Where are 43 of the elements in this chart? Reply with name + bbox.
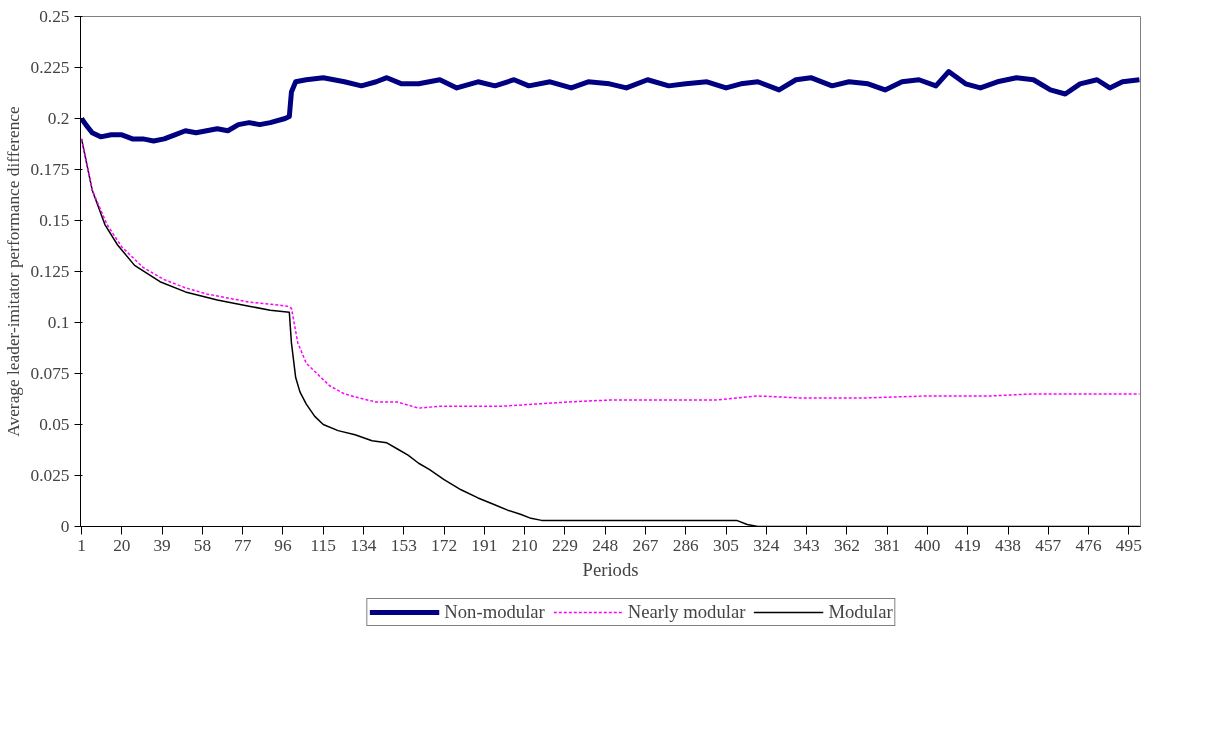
y-tick-label: 0.15 <box>39 211 70 230</box>
x-tick-label: 457 <box>1035 535 1062 555</box>
x-tick-label: 305 <box>713 535 740 555</box>
x-tick-label: 39 <box>153 535 171 555</box>
x-axis-title: Periods <box>582 558 639 580</box>
legend-label: Non-modular <box>444 601 545 623</box>
x-tick-label: 58 <box>193 535 212 555</box>
x-tick-label: 362 <box>833 535 860 555</box>
x-tick-label: 172 <box>431 535 458 555</box>
y-tick-label: 0 <box>60 517 70 536</box>
y-tick-label: 0.025 <box>30 466 70 485</box>
x-tick-label: 476 <box>1075 535 1102 555</box>
x-tick-label: 191 <box>471 535 498 555</box>
x-tick-label: 134 <box>350 535 377 555</box>
y-tick-label: 0.25 <box>39 7 70 26</box>
x-tick-label: 267 <box>632 535 659 555</box>
x-tick-label: 286 <box>672 535 700 555</box>
x-tick-label: 324 <box>753 535 780 555</box>
x-tick-label: 210 <box>511 535 538 555</box>
x-tick-label: 115 <box>310 535 336 555</box>
x-tick-label: 153 <box>390 535 417 555</box>
x-tick-label: 248 <box>592 535 619 555</box>
y-tick-label: 0.2 <box>47 109 70 128</box>
y-tick-label: 0.225 <box>30 58 70 77</box>
x-tick-label: 438 <box>995 535 1021 555</box>
legend-label: Nearly modular <box>627 601 746 623</box>
x-tick-label: 381 <box>874 535 901 555</box>
y-tick-label: 0.175 <box>30 160 70 179</box>
x-tick-label: 1 <box>77 535 86 555</box>
x-tick-label: 419 <box>954 535 981 555</box>
x-tick-label: 495 <box>1115 535 1142 555</box>
x-tick-label: 20 <box>113 535 131 555</box>
x-tick-label: 96 <box>274 535 292 555</box>
x-tick-label: 400 <box>914 535 941 555</box>
y-tick-label: 0.125 <box>30 262 70 281</box>
y-tick-label: 0.075 <box>30 364 70 383</box>
legend-label: Modular <box>828 601 893 623</box>
y-tick-label: 0.05 <box>39 415 70 434</box>
x-tick-label: 77 <box>234 535 252 555</box>
y-axis-title: Average leader-imitator performance difference <box>3 105 23 437</box>
x-tick-label: 229 <box>551 535 578 555</box>
y-tick-label: 0.1 <box>47 313 70 332</box>
x-tick-label: 343 <box>793 535 820 555</box>
